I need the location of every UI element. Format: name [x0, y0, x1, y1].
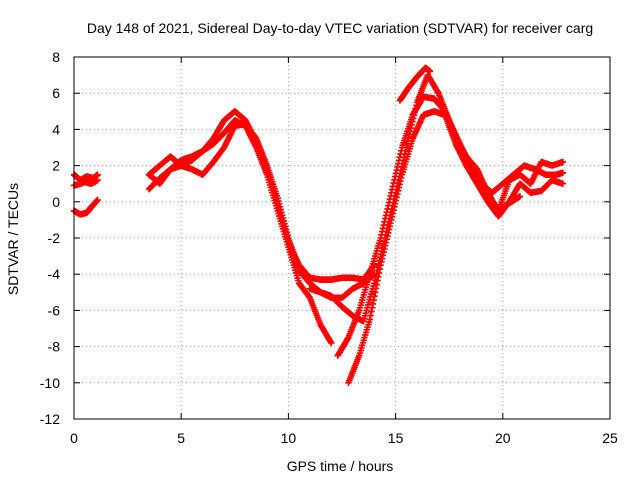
- data-point: [426, 68, 434, 75]
- data-point: [559, 169, 567, 177]
- x-tick-label: 25: [602, 430, 618, 446]
- x-axis-label: GPS time / hours: [287, 458, 394, 474]
- x-tick-label: 5: [177, 430, 185, 446]
- y-axis-label: SDTVAR / TECUs: [5, 183, 21, 295]
- data-point: [94, 171, 101, 178]
- x-tick-label: 20: [495, 430, 511, 446]
- x-tick-label: 15: [388, 430, 404, 446]
- tick-labels: 0 5 10 15 20 25 -12 -10 -8 -6 -4 -2 0 2 4 6 8: [40, 49, 618, 446]
- y-tick-label: -2: [48, 230, 61, 246]
- grid: [74, 57, 610, 419]
- y-tick-label: 6: [52, 85, 60, 101]
- chart-title: Day 148 of 2021, Sidereal Day-to-day VTE…: [87, 20, 593, 36]
- y-tick-label: 8: [52, 49, 60, 65]
- y-tick-label: 0: [52, 194, 60, 210]
- x-tick-label: 10: [281, 430, 297, 446]
- ticks: [73, 56, 611, 420]
- x-tick-label: 0: [70, 430, 78, 446]
- y-tick-label: 2: [52, 158, 60, 174]
- data-point: [94, 176, 101, 184]
- y-tick-label: 4: [52, 121, 60, 137]
- data-point: [559, 180, 567, 187]
- data-points: [70, 64, 567, 386]
- y-tick-label: -6: [48, 302, 61, 318]
- data-point: [94, 196, 101, 204]
- data-point: [516, 193, 524, 200]
- y-tick-label: -8: [48, 339, 61, 355]
- data-point: [559, 158, 567, 166]
- y-tick-label: -4: [48, 266, 61, 282]
- data-point: [328, 339, 335, 347]
- y-tick-label: -12: [40, 411, 60, 427]
- y-tick-label: -10: [40, 375, 60, 391]
